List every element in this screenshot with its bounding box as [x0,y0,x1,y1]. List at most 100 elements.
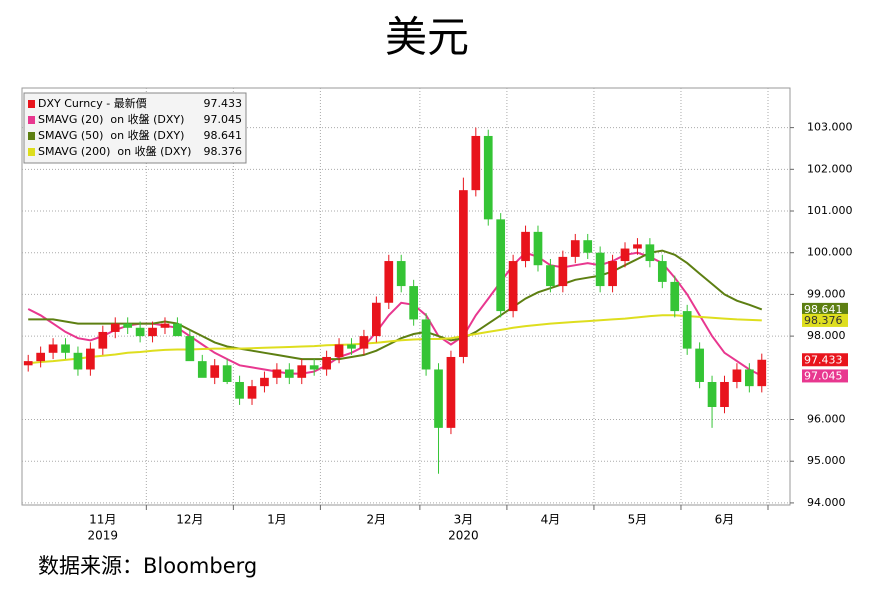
candle-body [197,361,207,378]
legend-box [23,92,247,164]
source-note: 数据来源：Bloomberg [38,554,257,578]
candle-body [570,240,580,257]
y-tick-label: 96.000 [807,413,846,426]
legend-swatch [28,116,35,124]
candle-body [322,356,331,370]
chart-title: 美元 [385,13,469,62]
y-tick-label: 100.000 [807,246,853,259]
value-tag-label: 98.376 [804,314,843,327]
candle-body [396,261,406,287]
x-tick-label: 4月 [541,513,561,527]
x-tick-label: 6月 [715,513,735,527]
x-tick-label: 11月 [89,513,116,527]
legend-value: 98.641 [204,129,243,142]
y-tick-label: 103.000 [807,121,853,134]
candle-body [110,323,120,332]
candle-body [483,135,493,220]
candle-body [272,369,282,378]
value-tag-label: 97.045 [804,369,843,382]
candle-body [73,352,83,370]
candle-body [558,256,568,287]
legend-label: SMAVG (20) on 收盤 (DXY) [38,112,184,126]
candle-body [409,286,419,320]
candle-body [682,311,692,349]
candle-body [583,240,593,253]
candle-body [633,244,642,249]
candle-body [645,244,655,262]
candle-body [608,261,617,287]
candle-body [459,190,468,357]
candle-body [508,261,518,312]
candle-body [744,369,754,387]
candle-body [334,344,344,357]
candle-body [595,252,605,287]
x-year-label: 2019 [88,529,119,543]
y-tick-label: 102.000 [807,162,853,175]
candle-body [446,356,456,428]
candle-body [657,261,667,282]
candle-body [732,369,742,382]
candle-body [148,327,157,337]
candle-body [421,319,431,370]
candle-body [670,281,680,312]
candle-body [695,348,704,382]
ma-line [28,314,762,365]
candle-body [371,302,381,337]
candle-body [309,365,319,370]
candle-body [471,135,481,191]
candle-body [98,331,108,349]
legend-value: 97.045 [204,113,243,126]
x-year-label: 2020 [448,529,479,543]
y-tick-label: 99.000 [807,287,846,300]
legend-swatch [28,148,35,156]
candle-body [434,369,443,428]
y-tick-label: 95.000 [807,454,846,467]
x-tick-label: 12月 [176,513,203,527]
legend-swatch [28,132,35,140]
candle-body [86,348,95,370]
candle-body [620,248,630,262]
candle-body [260,377,269,387]
candle-body [222,365,232,382]
legend-label: SMAVG (50) on 收盤 (DXY) [38,128,184,142]
candle-body [210,365,220,378]
y-tick-label: 101.000 [807,204,853,217]
x-tick-label: 1月 [267,513,287,527]
x-tick-label: 2月 [367,513,387,527]
candle-body [496,219,506,312]
legend-label: SMAVG (200) on 收盤 (DXY) [38,144,191,158]
value-tag [802,353,848,367]
x-tick-label: 5月 [628,513,648,527]
legend-label: DXY Curncy - 最新價 [38,96,147,110]
candle-body [173,323,182,337]
legend-swatch [28,100,35,108]
candle-body [533,231,543,266]
legend-value: 97.433 [204,97,243,110]
value-tag-label: 97.433 [804,353,843,366]
candle-body [247,386,257,399]
candle-body [123,323,133,328]
legend-value: 98.376 [204,145,243,158]
candle-body [297,365,307,378]
candle-body [284,369,294,378]
candle-body [61,344,70,353]
candle-body [359,336,369,349]
candle-body [48,344,58,353]
value-tag [802,369,848,383]
candle-body [546,265,555,287]
value-tag [802,313,848,327]
candle-body [347,344,356,349]
candle-body [23,361,33,366]
value-tag-label: 98.641 [804,303,843,316]
candle-body [521,231,530,262]
candle-body [235,381,244,399]
candle-body [757,359,767,387]
x-tick-label: 3月 [454,513,474,527]
candle-body [707,381,717,408]
candle-body [36,352,46,362]
candle-body [135,327,145,337]
value-tag [802,302,848,316]
candle-body [160,323,170,328]
